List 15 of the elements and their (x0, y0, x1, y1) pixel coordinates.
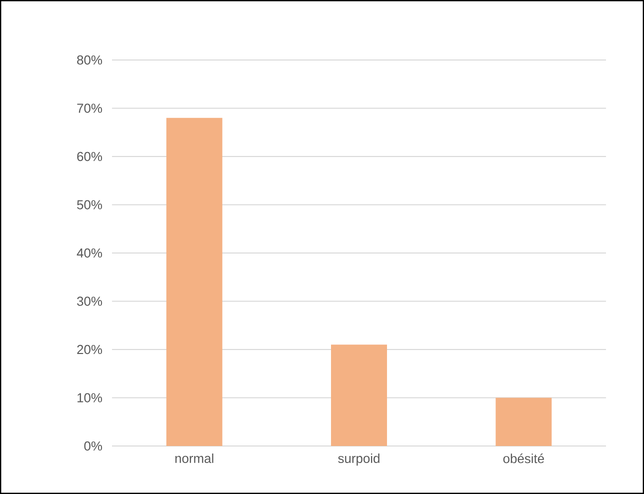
y-tick-label: 60% (77, 152, 102, 162)
bar (331, 344, 387, 446)
y-tick-label: 30% (77, 296, 102, 306)
y-tick-label: 70% (77, 104, 102, 113)
x-tick-label: normal (175, 454, 214, 464)
y-tick-label: 0% (84, 441, 102, 451)
y-tick-label: 80% (77, 55, 102, 65)
y-tick-label: 20% (77, 344, 102, 354)
bar (166, 118, 222, 446)
y-tick-label: 40% (76, 248, 102, 258)
x-tick-label: surpoid (338, 454, 380, 466)
x-tick-label: obésité (503, 454, 544, 464)
y-tick-label: 10% (78, 393, 102, 402)
bar (496, 398, 552, 446)
y-tick-label: 50% (77, 200, 102, 210)
